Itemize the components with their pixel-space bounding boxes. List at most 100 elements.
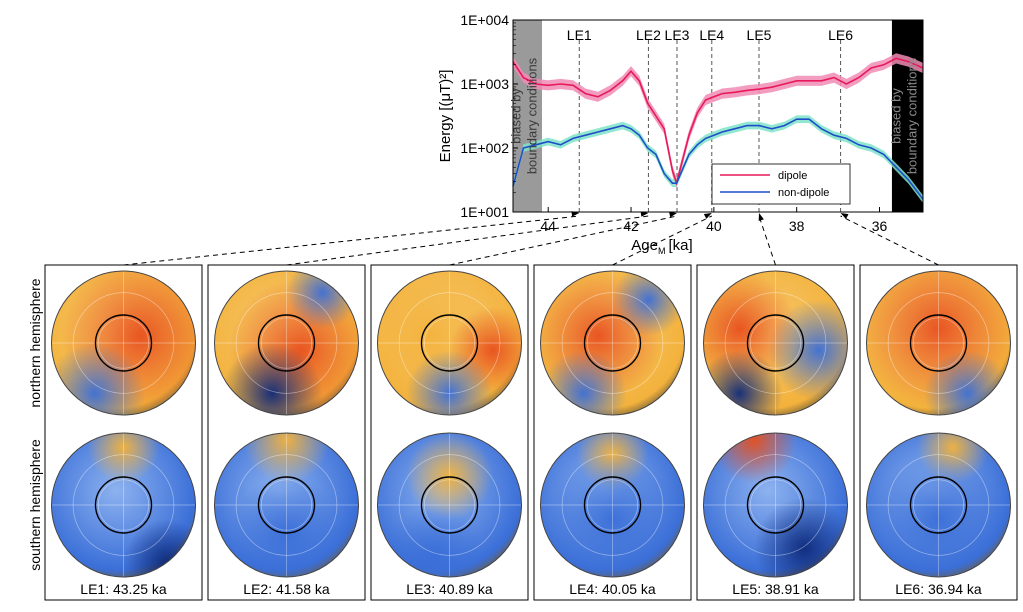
- plot-frame: [512, 19, 924, 213]
- map-grid-circle: [72, 292, 175, 394]
- map-caption-5: LE5: 38.91 ka: [732, 581, 819, 597]
- event-label-le4: LE4: [699, 27, 724, 43]
- x-tick-label-1: 42: [623, 218, 639, 234]
- map-caption-6: LE6: 36.94 ka: [895, 581, 982, 597]
- bias-label-1: biased byboundary conditions: [508, 57, 539, 174]
- connector-le4: [612, 215, 713, 266]
- x-tick-label-4: 36: [872, 218, 888, 234]
- event-label-le1: LE1: [567, 27, 592, 43]
- map-grid-circle: [260, 479, 313, 531]
- map-tangent-cylinder: [257, 476, 316, 534]
- map-grid-circle: [749, 317, 802, 369]
- map-grid-circle: [724, 292, 827, 394]
- y-axis-label: Energy [(μT)²]: [437, 70, 454, 163]
- map-grid-circle: [724, 454, 827, 556]
- bias-label-2: biased byboundary conditions: [888, 57, 919, 174]
- legend-label-non-dipole: non-dipole: [778, 187, 829, 199]
- map-grid-circle: [561, 292, 664, 394]
- hemisphere-maps: LE1: 43.25 ka LE2: 41.58 ka LE3: 40.89 ka L…: [44, 264, 1018, 601]
- map-outline: [866, 270, 1011, 416]
- energy-chart: LE1 LE2 LE3 LE4 LE5 LE6 1E+004 1E+003 1E+002 1E+…: [437, 12, 924, 256]
- series-line-non-dipole: [512, 118, 924, 200]
- map-tangent-cylinder: [583, 476, 642, 534]
- legend: dipole non-dipole: [711, 163, 851, 205]
- y-tick-label-2: 1E+002: [460, 140, 509, 156]
- map-grid-circle: [586, 317, 639, 369]
- map-outline: [51, 270, 196, 416]
- map-grid-circle: [398, 292, 501, 394]
- map-anomaly: [87, 433, 160, 484]
- legend-box: [711, 163, 851, 205]
- map-caption-2: LE2: 41.58 ka: [243, 581, 330, 597]
- connector-le5: [758, 215, 776, 266]
- event-label-le3: LE3: [665, 27, 690, 43]
- map-tangent-cylinder: [420, 314, 479, 372]
- map-tangent-cylinder: [420, 476, 479, 534]
- y-tick-label-3: 1E+001: [460, 204, 509, 220]
- row-label-northern: northern hemisphere: [27, 278, 43, 407]
- map-grid-circle: [887, 292, 990, 394]
- map-outline: [214, 270, 359, 416]
- event-label-le5: LE5: [747, 27, 772, 43]
- map-grid-circle: [398, 454, 501, 556]
- map-outline: [540, 270, 685, 416]
- map-anomaly: [710, 433, 798, 484]
- x-tick-label-0: 44: [540, 218, 556, 234]
- map-anomaly: [228, 476, 345, 577]
- map-anomaly: [406, 433, 493, 520]
- map-tangent-cylinder: [94, 476, 153, 534]
- row-label-southern: southern hemisphere: [27, 439, 43, 571]
- connector-arrowhead-le5: [758, 213, 764, 221]
- map-grid-circle: [912, 479, 965, 531]
- map-grid-circle: [72, 454, 175, 556]
- map-grid-circle: [561, 454, 664, 556]
- x-tick-label-2: 40: [706, 218, 722, 234]
- map-tangent-cylinder: [746, 476, 805, 534]
- y-tick-label-0: 1E+004: [460, 12, 509, 28]
- connector-arrowhead-le6: [840, 213, 849, 219]
- connector-le2: [286, 215, 649, 266]
- map-anomaly: [547, 454, 678, 577]
- map-outline: [214, 432, 359, 578]
- map-tangent-cylinder: [257, 314, 316, 372]
- map-tangent-cylinder: [909, 476, 968, 534]
- event-label-le2: LE2: [636, 27, 661, 43]
- hemisphere-map-south-6: [866, 433, 1011, 577]
- map-grid-circle: [749, 479, 802, 531]
- hemisphere-map-south-2: [214, 433, 359, 577]
- map-tangent-cylinder: [746, 314, 805, 372]
- map-grid-circle: [235, 292, 338, 394]
- hemisphere-map-north-6: [866, 271, 1011, 415]
- map-outline: [377, 270, 522, 416]
- event-label-le6: LE6: [828, 27, 853, 43]
- hemisphere-map-south-4: [540, 433, 685, 577]
- map-anomaly: [51, 343, 146, 415]
- x-axis-label: AgeM [ka]: [631, 237, 692, 256]
- connector-le6: [840, 215, 939, 266]
- connector-arrowhead-le3: [669, 212, 677, 218]
- map-anomaly: [873, 454, 1004, 577]
- connector-arrowhead-le4: [703, 213, 712, 219]
- series-line-dipole: [512, 57, 924, 187]
- map-caption-3: LE3: 40.89 ka: [406, 581, 493, 597]
- y-tick-label-1: 1E+003: [460, 76, 509, 92]
- map-grid-circle: [423, 479, 476, 531]
- map-tangent-cylinder: [94, 314, 153, 372]
- map-caption-4: LE4: 40.05 ka: [569, 581, 656, 597]
- legend-label-dipole: dipole: [778, 170, 807, 182]
- map-caption-1: LE1: 43.25 ka: [80, 581, 167, 597]
- map-outline: [540, 432, 685, 578]
- bias-region-1: [513, 20, 542, 212]
- map-outline: [703, 270, 848, 416]
- connector-le1: [123, 215, 580, 266]
- map-grid-circle: [235, 454, 338, 556]
- map-outline: [377, 432, 522, 578]
- map-grid-circle: [912, 317, 965, 369]
- map-grid-circle: [887, 454, 990, 556]
- map-outline: [866, 432, 1011, 578]
- map-grid-circle: [586, 479, 639, 531]
- x-tick-label-3: 38: [789, 218, 805, 234]
- map-grid-circle: [260, 317, 313, 369]
- map-grid-circle: [423, 317, 476, 369]
